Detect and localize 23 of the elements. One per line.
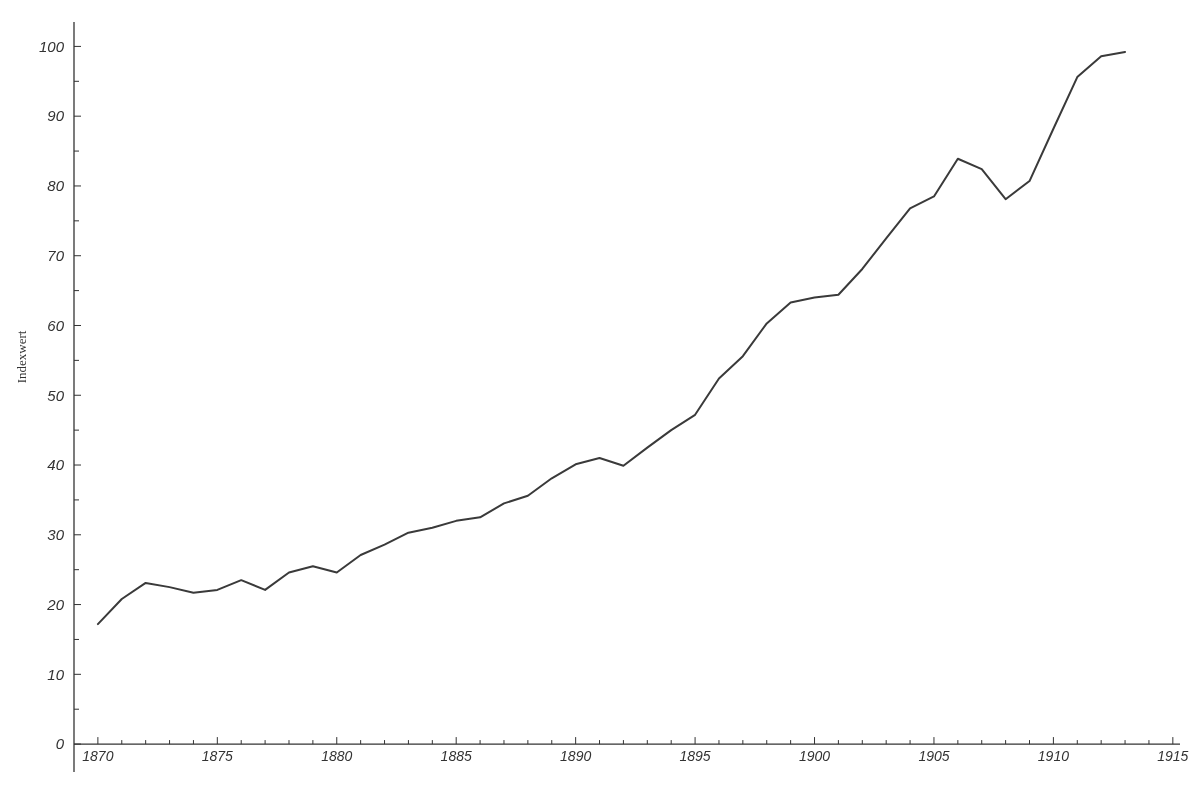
- x-tick-label: 1885: [440, 748, 472, 765]
- x-tick-label: 1910: [1037, 748, 1070, 765]
- line-series: [96, 51, 1127, 626]
- y-tick-label: 20: [46, 595, 65, 613]
- x-tick-label: 1895: [679, 748, 711, 765]
- y-tick-label: 60: [47, 316, 65, 334]
- y-tick-label: 100: [38, 37, 65, 55]
- y-tick-label: 90: [47, 107, 65, 125]
- x-tick-label: 1905: [918, 748, 950, 765]
- x-tick-label: 1880: [321, 748, 353, 765]
- y-tick-label: 30: [47, 526, 65, 544]
- x-tick-label: 1875: [201, 748, 234, 765]
- x-tick-label: 1870: [82, 748, 114, 765]
- y-tick-label: 70: [47, 246, 65, 264]
- y-tick-label: 80: [47, 177, 65, 195]
- y-tick-label: 10: [47, 665, 65, 683]
- y-axis-title: Indexwert: [14, 330, 29, 384]
- y-tick-label: 40: [47, 456, 65, 474]
- y-tick-label: 0: [55, 735, 65, 753]
- x-tick-label: 1915: [1157, 748, 1189, 765]
- x-tick-label: 1890: [560, 748, 592, 765]
- x-tick-label: 1900: [798, 748, 831, 765]
- y-tick-label: 50: [47, 386, 65, 404]
